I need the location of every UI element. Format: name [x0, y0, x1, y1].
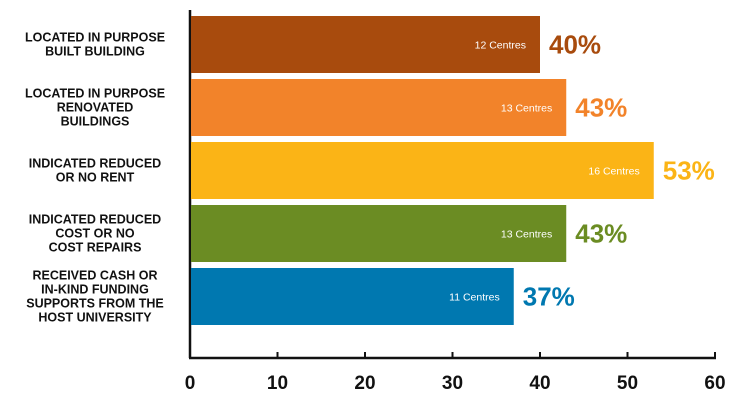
- bar-count-label: 12 Centres: [475, 40, 526, 52]
- category-label: HOST UNIVERSITY: [38, 311, 152, 325]
- bar-percent-label: 37%: [523, 282, 575, 312]
- x-tick-label: 60: [704, 373, 725, 394]
- bar-percent-label: 53%: [663, 156, 715, 186]
- category-label: RENOVATED: [57, 101, 134, 115]
- category-label: COST OR NO: [55, 227, 134, 241]
- bar: [191, 79, 567, 136]
- bar-count-label: 13 Centres: [501, 229, 552, 241]
- bar-count-label: 13 Centres: [501, 103, 552, 115]
- category-label: LOCATED IN PURPOSE: [25, 31, 165, 45]
- category-label: OR NO RENT: [56, 171, 135, 185]
- bar-percent-label: 43%: [575, 219, 627, 249]
- category-label: COST REPAIRS: [49, 241, 142, 255]
- category-label: INDICATED REDUCED: [29, 213, 161, 227]
- x-tick-label: 30: [442, 373, 463, 394]
- category-label: BUILT BUILDING: [45, 45, 145, 59]
- category-label: INDICATED REDUCED: [29, 157, 161, 171]
- bar: [191, 16, 540, 73]
- bars: 12 Centres 40% 13 Centres 43% 16 Centres 53% 1…: [191, 16, 715, 325]
- x-tick-label: 0: [185, 373, 196, 394]
- bar-count-label: 16 Centres: [588, 166, 639, 178]
- bar: [191, 268, 514, 325]
- category-label: LOCATED IN PURPOSE: [25, 87, 165, 101]
- category-label: SUPPORTS FROM THE: [26, 297, 164, 311]
- x-axis-ticks: 0 10 20 30 40 50 60: [185, 352, 726, 394]
- x-tick-label: 20: [354, 373, 375, 394]
- bar: [191, 205, 567, 262]
- bar: [191, 142, 654, 199]
- x-tick-label: 10: [267, 373, 288, 394]
- category-label: IN-KIND FUNDING: [41, 283, 149, 297]
- bar-percent-label: 43%: [575, 93, 627, 123]
- x-tick-label: 40: [529, 373, 550, 394]
- bar-percent-label: 40%: [549, 30, 601, 60]
- x-tick-label: 50: [617, 373, 638, 394]
- bar-count-label: 11 Centres: [449, 292, 500, 304]
- category-label: RECEIVED CASH OR: [32, 269, 157, 283]
- category-label: BUILDINGS: [61, 115, 130, 129]
